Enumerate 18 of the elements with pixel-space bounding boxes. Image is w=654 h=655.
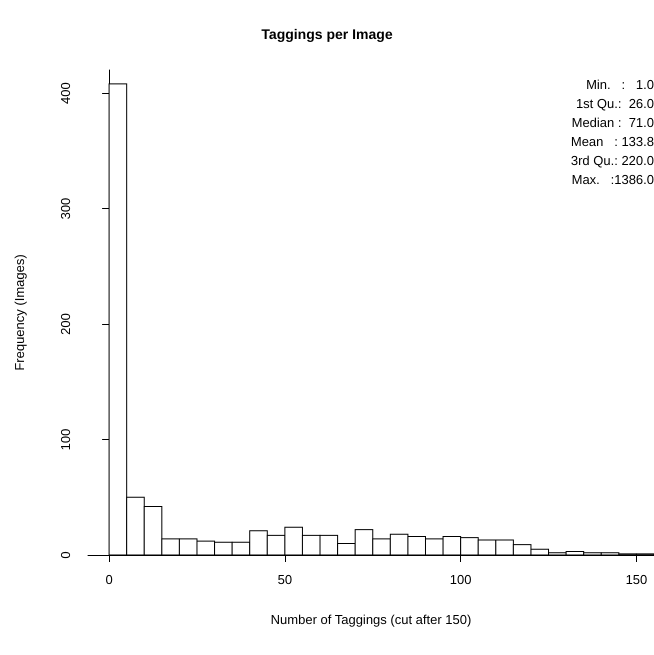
x-tick-label: 0 bbox=[105, 572, 113, 587]
y-axis-title: Frequency (Images) bbox=[12, 254, 27, 371]
y-tick-label: 200 bbox=[58, 313, 73, 335]
x-tick-label: 100 bbox=[450, 572, 472, 587]
annotation: Median : 71.0 bbox=[572, 115, 654, 130]
y-tick-label: 300 bbox=[58, 198, 73, 220]
annotation: Max. :1386.0 bbox=[572, 172, 654, 187]
annotation: Mean : 133.8 bbox=[570, 134, 654, 149]
annotation: 3rd Qu.: 220.0 bbox=[570, 153, 654, 168]
annotation: Min. : 1.0 bbox=[586, 77, 654, 92]
annotation: 1st Qu.: 26.0 bbox=[576, 96, 654, 111]
x-axis-title: Number of Taggings (cut after 150) bbox=[270, 612, 472, 627]
y-tick-label: 400 bbox=[58, 82, 73, 104]
y-tick-label: 100 bbox=[58, 428, 73, 450]
y-tick-label: 0 bbox=[58, 551, 73, 559]
x-tick-label: 150 bbox=[626, 572, 648, 587]
x-tick-label: 50 bbox=[278, 572, 292, 587]
chart-title: Taggings per Image bbox=[261, 26, 393, 42]
